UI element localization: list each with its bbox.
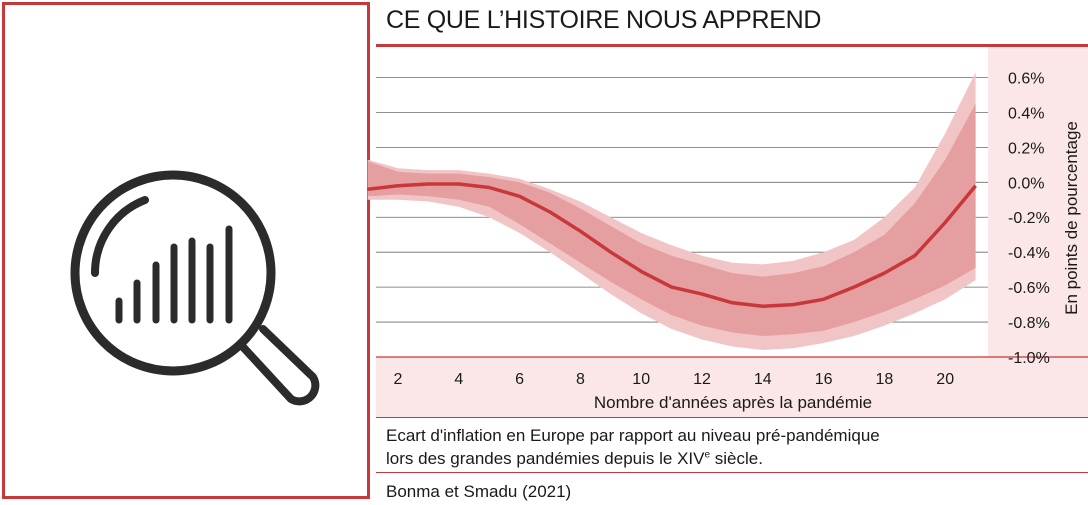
y-tick-label-7: -0.8% (1008, 315, 1050, 332)
y-tick-label-3: 0.0% (1008, 175, 1044, 192)
x-tick-label-2: 6 (515, 371, 524, 388)
y-tick-label-5: -0.4% (1008, 245, 1050, 262)
caption-line-2: lors des grandes pandémies depuis le XIV… (386, 447, 880, 470)
estimate-line (367, 182, 977, 309)
x-tick-label-0: 2 (394, 371, 403, 388)
magnifier-bar-chart-icon (70, 170, 320, 406)
source-divider (376, 472, 1088, 473)
x-tick-label-3: 8 (576, 371, 585, 388)
caption-line-1: Ecart d'inflation en Europe par rapport … (386, 426, 880, 445)
caption-line-2-end: siècle. (710, 449, 763, 468)
chart-caption: Ecart d'inflation en Europe par rapport … (386, 424, 880, 470)
inner-confidence-band (367, 103, 976, 336)
caption-line-2-text: lors des grandes pandémies depuis le XIV (386, 449, 705, 468)
y-axis-label: En points de pourcentage (1062, 121, 1081, 315)
x-tick-label-4: 10 (632, 371, 650, 388)
x-tick-label-9: 20 (936, 371, 954, 388)
y-tick-label-2: 0.2% (1008, 140, 1044, 157)
caption-divider (376, 417, 1088, 418)
x-tick-label-7: 16 (815, 371, 833, 388)
x-tick-label-1: 4 (454, 371, 463, 388)
y-tick-label-1: 0.4% (1008, 105, 1044, 122)
illustration-panel (2, 2, 370, 499)
y-tick-label-6: -0.6% (1008, 280, 1050, 297)
x-tick-label-5: 12 (693, 371, 711, 388)
caption-superscript: e (704, 449, 711, 461)
x-tick-label-6: 14 (754, 371, 772, 388)
title-divider (376, 44, 1088, 47)
page-title: CE QUE L’HISTOIRE NOUS APPREND (386, 6, 822, 34)
x-tick-label-8: 18 (876, 371, 894, 388)
y-tick-label-4: -0.2% (1008, 210, 1050, 227)
x-axis-label: Nombre d'années après la pandémie (594, 393, 872, 412)
y-tick-label-0: 0.6% (1008, 70, 1044, 87)
x-axis-panel (376, 357, 1088, 417)
y-axis-panel (988, 47, 1088, 417)
chart-source: Bonma et Smadu (2021) (386, 482, 572, 501)
y-tick-label-8: -1.0% (1008, 350, 1050, 367)
